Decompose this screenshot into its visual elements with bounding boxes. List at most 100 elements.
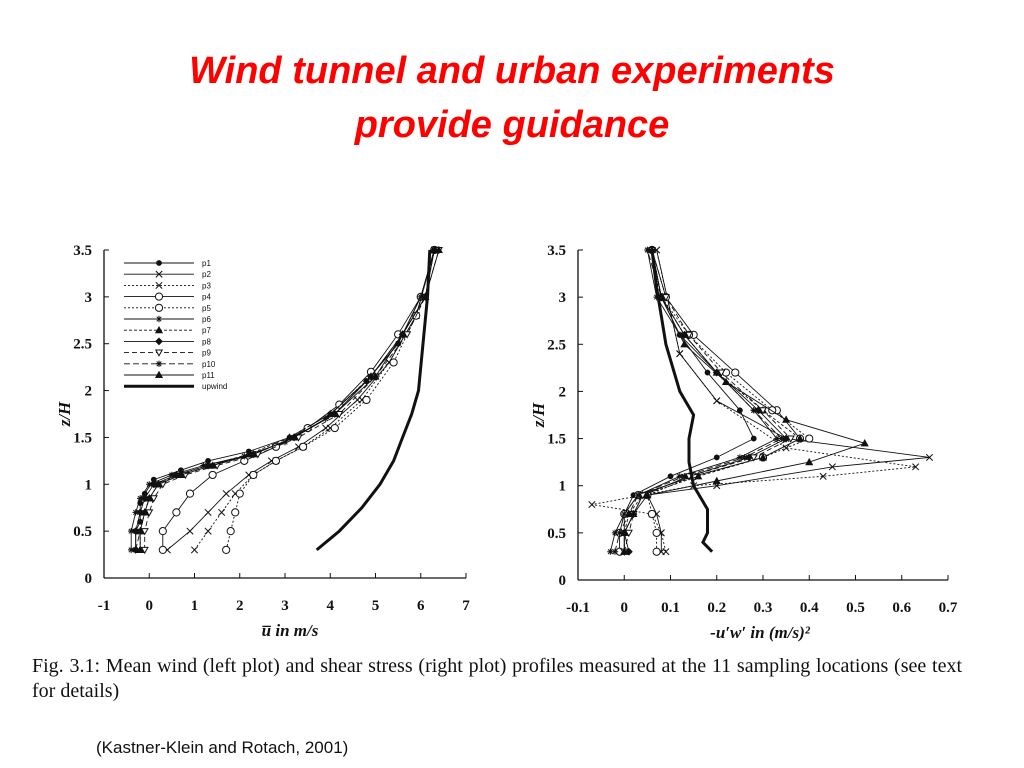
data-point-p6: [281, 438, 289, 446]
legend-label-upwind: upwind: [202, 382, 227, 391]
legend-marker-p2: [155, 270, 163, 278]
data-point-p3: [912, 463, 920, 471]
data-point-p10: [132, 546, 139, 554]
series-line-p3: [194, 249, 435, 551]
data-point-p1: [736, 407, 743, 414]
x-tick-label: 6: [417, 598, 425, 614]
y-tick-label: 1.5: [547, 432, 566, 448]
x-tick-label: 0.4: [800, 600, 819, 616]
data-point-p2: [925, 453, 934, 461]
data-point-p6: [394, 340, 402, 347]
data-point-p11: [629, 509, 638, 518]
series-p6: [127, 246, 438, 554]
data-point-p5: [652, 547, 661, 556]
legend: p1 p2 p3 p4 p5 p6 p7 p8 p9 p10 p11 upwind: [124, 259, 227, 391]
data-point-p6: [127, 527, 135, 535]
data-point-p5: [647, 509, 657, 519]
data-point-p8: [204, 461, 212, 470]
data-point-p3: [218, 508, 226, 516]
series-p11: [620, 245, 869, 555]
series-line-p1: [623, 249, 755, 552]
series-line-p5: [225, 249, 435, 551]
series-line-p1: [135, 249, 435, 550]
series-line-p10: [135, 249, 435, 551]
data-point-p2: [186, 527, 194, 535]
data-point-p4: [208, 470, 217, 480]
x-tick-label: 0: [621, 600, 629, 616]
data-point-p10: [431, 246, 438, 254]
series-line-p4: [619, 249, 801, 552]
data-point-p3: [588, 501, 596, 509]
data-point-p6: [621, 510, 628, 518]
x-tick-label: -1: [98, 598, 111, 614]
legend-label-p5: p5: [202, 304, 211, 313]
series-p3: [588, 246, 920, 556]
series-upwind: [650, 249, 714, 553]
series-line-p5: [646, 249, 811, 552]
series-line-p6: [609, 249, 778, 552]
data-point-p11: [721, 377, 731, 386]
y-tick-label: 1.5: [73, 430, 92, 446]
data-point-p11: [140, 508, 149, 516]
series-p11: [136, 245, 443, 553]
series-line-p7: [623, 249, 801, 552]
x-tick-label: 1: [191, 598, 199, 614]
legend-label-p3: p3: [202, 281, 211, 290]
x-tick-label: 0.2: [707, 600, 726, 616]
series-p5: [222, 245, 439, 554]
citation: (Kastner-Klein and Rotach, 2001): [96, 738, 349, 757]
data-point-p4: [158, 545, 167, 554]
data-point-p6: [200, 462, 207, 469]
data-point-p10: [634, 491, 642, 499]
data-point-p11: [782, 415, 791, 423]
x-tick-label: 0.7: [939, 600, 958, 616]
series-line-p9: [623, 249, 792, 552]
mean-wind-profile-chart: -1 0 1 2 3 4 5 6 7 0 0.5 1 1.5 2 2.5 3 3.5 u̅ in m/s z/H p1…: [55, 243, 470, 640]
x-axis-label: -u′w′ in (m/s)²: [710, 623, 811, 642]
data-point-p11: [176, 470, 185, 478]
data-point-p5: [805, 434, 814, 443]
legend-label-p7: p7: [202, 326, 211, 335]
data-point-p9: [749, 454, 758, 462]
x-axis-label: u̅ in m/s: [262, 621, 319, 640]
data-point-p5: [226, 527, 235, 536]
series-p8: [620, 246, 791, 556]
series-line-p8: [135, 249, 435, 550]
data-point-p11: [680, 340, 689, 348]
data-point-p6: [773, 435, 781, 442]
data-point-p3: [819, 472, 827, 480]
data-point-p2: [204, 508, 212, 516]
data-point-p10: [681, 331, 688, 339]
series-line-upwind: [315, 249, 432, 552]
data-point-p2: [222, 490, 230, 498]
series-p5: [643, 245, 814, 556]
data-point-p11: [136, 545, 145, 553]
data-point-p8: [140, 494, 149, 503]
legend-marker-p10: [155, 360, 163, 367]
data-point-p4: [185, 489, 195, 498]
x-tick-label: 0.3: [754, 600, 773, 616]
data-point-p10: [713, 369, 720, 376]
data-point-p6: [653, 293, 660, 301]
data-point-p3: [676, 350, 684, 358]
data-point-p8: [149, 480, 158, 489]
y-tick-label: 2.5: [547, 337, 566, 353]
data-point-p5: [222, 545, 231, 554]
x-tick-label: 3: [281, 598, 289, 614]
data-point-p6: [611, 529, 619, 537]
series-p1: [621, 247, 757, 555]
y-tick-label: 1: [85, 477, 93, 493]
data-point-p9: [786, 435, 795, 443]
data-point-p6: [146, 481, 153, 488]
data-point-p6: [322, 415, 329, 422]
legend-marker-p7: [154, 325, 164, 334]
data-point-p10: [750, 407, 757, 414]
data-point-p6: [417, 293, 424, 301]
data-point-p5: [389, 358, 398, 367]
y-tick-label: 0: [85, 571, 93, 587]
x-tick-label: 0: [146, 598, 154, 614]
data-point-p5: [231, 508, 240, 517]
data-point-p9: [140, 546, 149, 555]
legend-marker-p8: [155, 337, 163, 346]
series-p3: [190, 246, 438, 554]
